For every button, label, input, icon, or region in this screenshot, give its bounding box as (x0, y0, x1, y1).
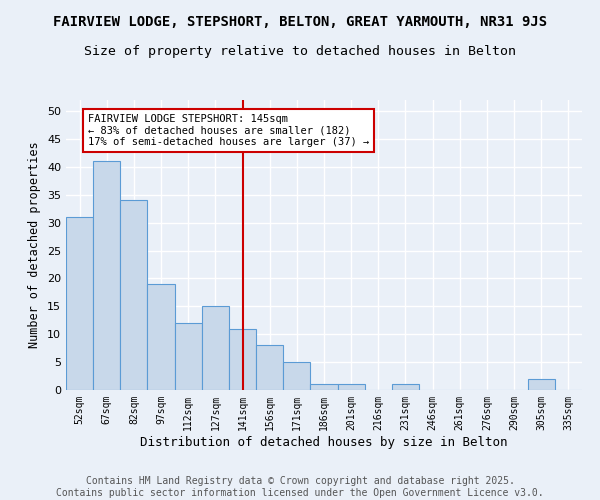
Bar (175, 323, 202, 390)
Bar (256, 346, 283, 390)
Bar (121, 200, 148, 390)
Text: Size of property relative to detached houses in Belton: Size of property relative to detached ho… (84, 45, 516, 58)
Bar (283, 362, 310, 390)
Bar (392, 384, 419, 390)
Bar (202, 306, 229, 390)
X-axis label: Distribution of detached houses by size in Belton: Distribution of detached houses by size … (140, 436, 508, 448)
Bar (93, 162, 121, 390)
Bar (66, 217, 93, 390)
Bar (527, 379, 555, 390)
Y-axis label: Number of detached properties: Number of detached properties (28, 142, 41, 348)
Bar (338, 384, 365, 390)
Bar (148, 284, 175, 390)
Text: Contains HM Land Registry data © Crown copyright and database right 2025.
Contai: Contains HM Land Registry data © Crown c… (56, 476, 544, 498)
Text: FAIRVIEW LODGE STEPSHORT: 145sqm
← 83% of detached houses are smaller (182)
17% : FAIRVIEW LODGE STEPSHORT: 145sqm ← 83% o… (88, 114, 369, 147)
Text: FAIRVIEW LODGE, STEPSHORT, BELTON, GREAT YARMOUTH, NR31 9JS: FAIRVIEW LODGE, STEPSHORT, BELTON, GREAT… (53, 15, 547, 29)
Bar (229, 328, 256, 390)
Bar (310, 384, 338, 390)
